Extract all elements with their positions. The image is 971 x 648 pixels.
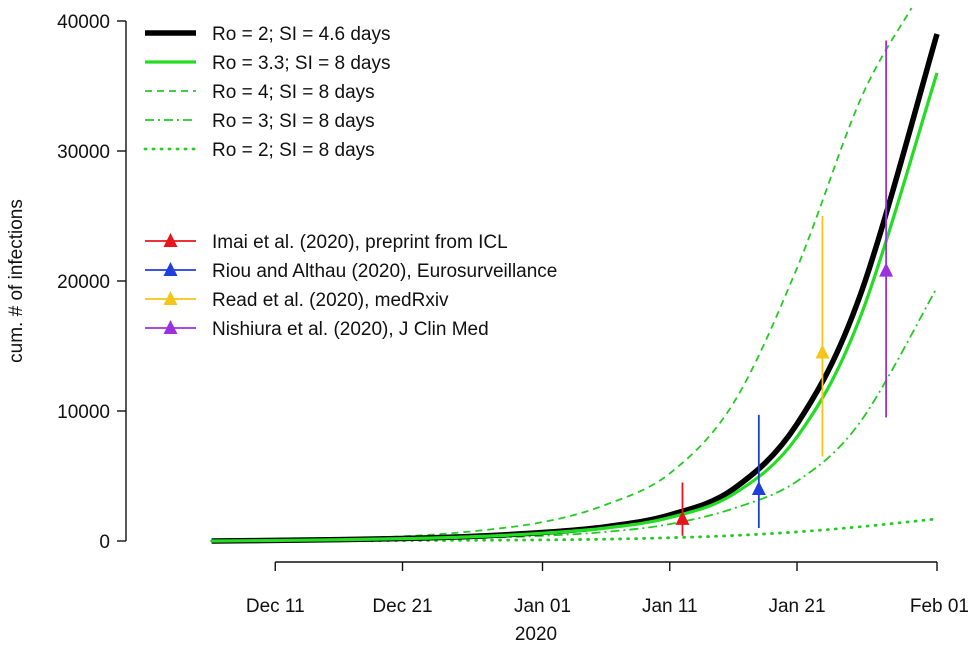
legend-estimate-label-3: Read et al. (2020), medRxiv [212,290,449,311]
legend-estimate-marker-4 [163,320,178,334]
legend-estimates: Imai et al. (2020), preprint from ICL Rio… [145,232,557,340]
y-tick-label: 30000 [57,142,110,163]
legend-estimate-marker-2 [163,262,178,276]
estimate-marker-4 [879,262,894,277]
legend-estimate-marker-1 [163,233,178,247]
x-tick-label: Jan 01 [514,596,571,617]
estimate-marker-3 [815,344,830,359]
y-tick-label: 20000 [57,272,110,293]
legend-label-3: Ro = 4; SI = 8 days [212,82,375,103]
y-tick-label: 40000 [57,12,110,33]
series-line-3 [211,7,913,542]
series-layer [210,7,940,544]
estimate-layer [675,40,894,536]
y-tick-label: 10000 [57,402,110,423]
legend-label-5: Ro = 2; SI = 8 days [212,140,375,161]
x-tick-label: Jan 21 [768,596,825,617]
x-tick-label: Dec 21 [372,596,432,617]
estimate-marker-1 [675,510,690,525]
legend-label-2: Ro = 3.3; SI = 8 days [212,53,391,74]
x-tick-label: Dec 11 [246,596,305,617]
x-axis: Dec 11 Dec 21 Jan 01 Jan 11 Jan 21 Feb 01 [246,561,969,617]
x-tick-label: Jan 11 [642,596,698,617]
y-axis-title: cum. # of infections [6,199,27,363]
series-line-2 [211,72,939,543]
y-tick-label: 0 [99,532,110,553]
legend-curves: Ro = 2; SI = 4.6 days Ro = 3.3; SI = 8 da… [143,24,391,161]
legend-estimate-marker-3 [163,291,178,305]
y-axis: 0 10000 20000 30000 40000 [57,12,127,553]
legend-estimate-label-4: Nishiura et al. (2020), J Clin Med [212,319,489,340]
x-tick-label: Feb 01 [910,596,969,617]
legend-estimate-label-1: Imai et al. (2020), preprint from ICL [212,232,508,253]
legend-label-1: Ro = 2; SI = 4.6 days [212,24,391,45]
legend-label-4: Ro = 3; SI = 8 days [212,111,375,132]
x-axis-title: 2020 [515,624,557,645]
estimate-marker-2 [751,481,766,495]
legend-estimate-label-2: Riou and Althau (2020), Eurosurveillance [212,261,557,282]
